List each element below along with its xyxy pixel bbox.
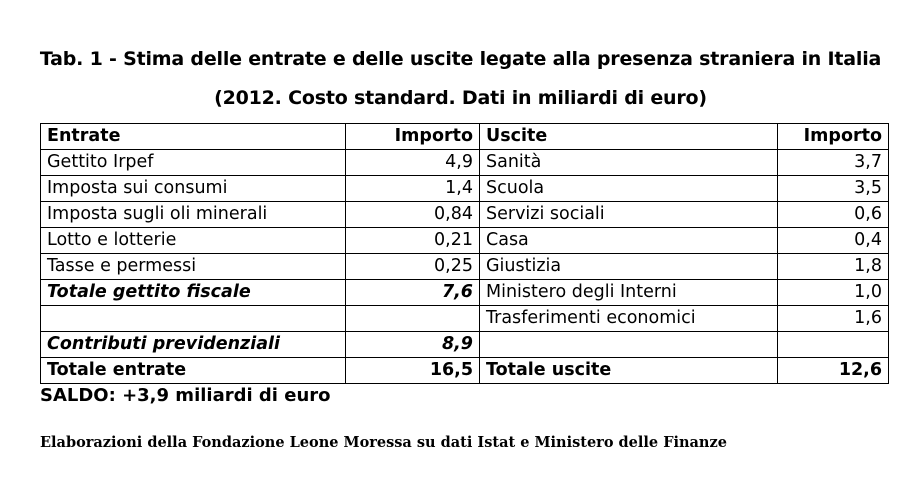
uscita-label: Casa [479, 227, 778, 254]
table-header-row: Entrate Importo Uscite Importo [40, 123, 889, 150]
entrata-label: Lotto e lotterie [40, 227, 346, 254]
totale-uscite-label: Totale uscite [479, 357, 778, 384]
entrata-value: 0,21 [345, 227, 480, 254]
entrata-contributi-label: Contributi previdenziali [40, 331, 346, 358]
entrata-label: Gettito Irpef [40, 149, 346, 176]
table-subtitle: (2012. Costo standard. Dati in miliardi … [214, 87, 707, 109]
uscita-value: 0,4 [777, 227, 889, 254]
uscita-label: Trasferimenti economici [479, 305, 778, 332]
uscita-label: Scuola [479, 175, 778, 202]
entrata-value: 4,9 [345, 149, 480, 176]
uscita-label [479, 331, 778, 358]
entrata-label: Imposta sugli oli minerali [40, 201, 346, 228]
uscita-value: 0,6 [777, 201, 889, 228]
totale-uscite-value: 12,6 [777, 357, 889, 384]
entrata-subtotal-value: 7,6 [345, 279, 480, 306]
uscita-label: Servizi sociali [479, 201, 778, 228]
uscita-value: 1,0 [777, 279, 889, 306]
saldo-text: SALDO: +3,9 miliardi di euro [40, 385, 331, 406]
uscita-label: Sanità [479, 149, 778, 176]
entrata-value: 1,4 [345, 175, 480, 202]
table-row: Contributi previdenziali 8,9 [40, 331, 889, 358]
table-row: Imposta sui consumi 1,4 Scuola 3,5 [40, 175, 889, 202]
source-note: Elaborazioni della Fondazione Leone More… [40, 434, 727, 451]
uscita-value: 1,6 [777, 305, 889, 332]
table-row: Totale gettito fiscale 7,6 Ministero deg… [40, 279, 889, 306]
uscita-label: Ministero degli Interni [479, 279, 778, 306]
uscita-value [777, 331, 889, 358]
table-row: Tasse e permessi 0,25 Giustizia 1,8 [40, 253, 889, 280]
header-importo-uscite: Importo [777, 123, 889, 150]
table-title: Tab. 1 - Stima delle entrate e delle usc… [39, 48, 882, 70]
entrata-value: 0,25 [345, 253, 480, 280]
table-row: Lotto e lotterie 0,21 Casa 0,4 [40, 227, 889, 254]
entrata-label: Imposta sui consumi [40, 175, 346, 202]
entrata-label [40, 305, 346, 332]
table-total-row: Totale entrate 16,5 Totale uscite 12,6 [40, 357, 889, 384]
entrata-value [345, 305, 480, 332]
header-entrate: Entrate [40, 123, 346, 150]
entrata-value: 0,84 [345, 201, 480, 228]
uscita-label: Giustizia [479, 253, 778, 280]
totale-entrate-label: Totale entrate [40, 357, 346, 384]
header-uscite: Uscite [479, 123, 778, 150]
table-row: Gettito Irpef 4,9 Sanità 3,7 [40, 149, 889, 176]
table-row: Imposta sugli oli minerali 0,84 Servizi … [40, 201, 889, 228]
entrata-contributi-value: 8,9 [345, 331, 480, 358]
uscita-value: 3,7 [777, 149, 889, 176]
data-table: Entrate Importo Uscite Importo Gettito I… [40, 123, 889, 384]
uscita-value: 3,5 [777, 175, 889, 202]
totale-entrate-value: 16,5 [345, 357, 480, 384]
uscita-value: 1,8 [777, 253, 889, 280]
header-importo-entrate: Importo [345, 123, 480, 150]
table-row: Trasferimenti economici 1,6 [40, 305, 889, 332]
entrata-subtotal-label: Totale gettito fiscale [40, 279, 346, 306]
entrata-label: Tasse e permessi [40, 253, 346, 280]
